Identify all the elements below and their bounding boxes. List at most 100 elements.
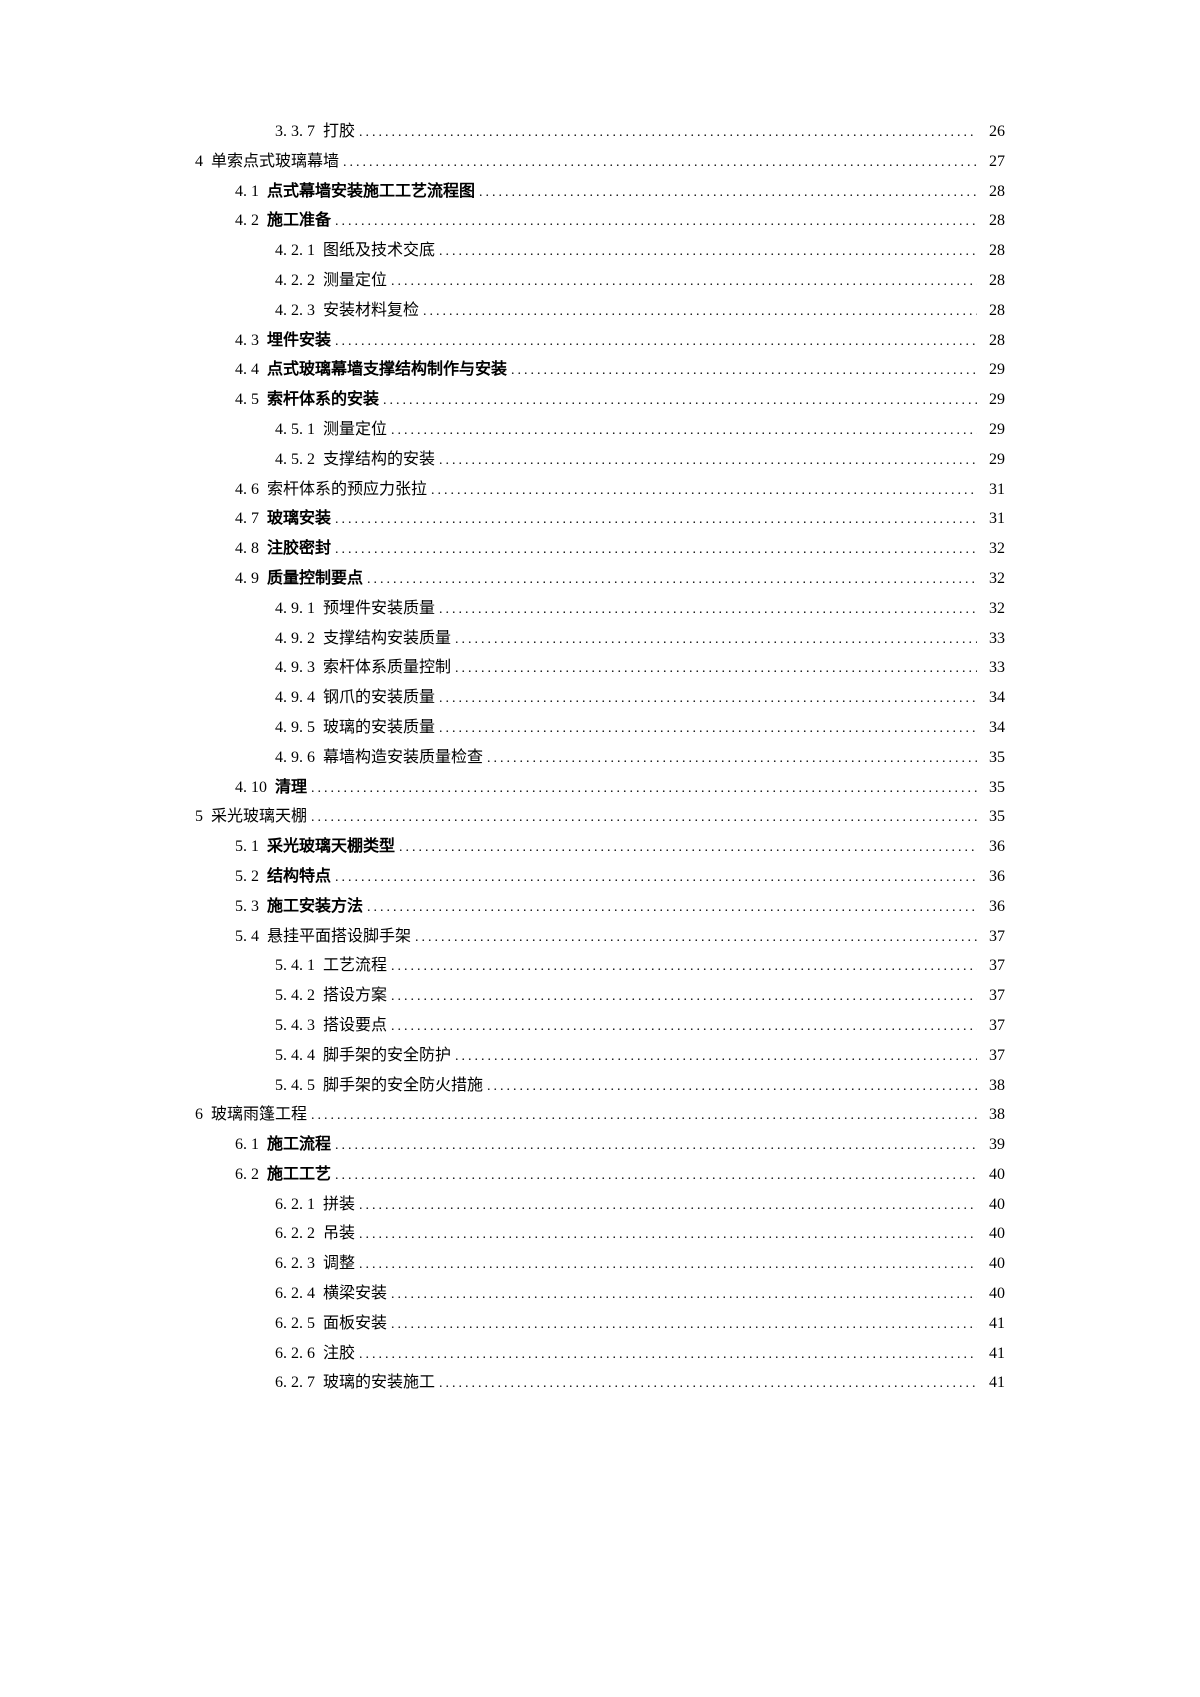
toc-title: 拼装 (323, 1193, 355, 1218)
toc-number: 5. 4. 4 (275, 1044, 315, 1069)
toc-entry: 4. 9质量控制要点..............................… (195, 567, 1005, 592)
toc-entry: 6. 1 施工流程................................… (195, 1133, 1005, 1158)
toc-dots: ........................................… (311, 778, 977, 800)
toc-dots: ........................................… (479, 182, 977, 204)
toc-dots: ........................................… (335, 211, 977, 233)
toc-title: 施工流程 (267, 1133, 331, 1158)
toc-dots: ........................................… (335, 1135, 977, 1157)
toc-number: 6. 2. 1 (275, 1193, 315, 1218)
toc-page: 28 (981, 239, 1005, 264)
toc-title: 幕墙构造安装质量检查 (323, 746, 483, 771)
toc-container: 3. 3. 7打胶...............................… (195, 120, 1005, 1396)
toc-number: 4. 3 (235, 329, 259, 354)
toc-dots: ........................................… (431, 480, 977, 502)
toc-title: 支撑结构安装质量 (323, 627, 451, 652)
toc-page: 37 (981, 925, 1005, 950)
toc-title: 点式幕墙安装施工工艺流程图 (267, 180, 475, 205)
toc-page: 41 (981, 1371, 1005, 1396)
toc-title: 脚手架的安全防护 (323, 1044, 451, 1069)
toc-title: 支撑结构的安装 (323, 448, 435, 473)
toc-title: 面板安装 (323, 1312, 387, 1337)
toc-page: 35 (981, 805, 1005, 830)
toc-dots: ........................................… (439, 718, 977, 740)
toc-title: 结构特点 (267, 865, 331, 890)
toc-number: 4. 9. 1 (275, 597, 315, 622)
toc-page: 41 (981, 1342, 1005, 1367)
toc-entry: 6玻璃雨篷工程.................................… (195, 1103, 1005, 1128)
toc-page: 40 (981, 1252, 1005, 1277)
toc-dots: ........................................… (415, 927, 977, 949)
toc-dots: ........................................… (359, 1195, 977, 1217)
toc-dots: ........................................… (391, 956, 977, 978)
toc-entry: 6. 2. 7玻璃的安装施工..........................… (195, 1371, 1005, 1396)
toc-entry: 6. 2. 2 吊装...............................… (195, 1222, 1005, 1247)
toc-dots: ........................................… (455, 1046, 977, 1068)
toc-number: 4. 10 (235, 776, 267, 801)
toc-entry: 4. 2施工准备................................… (195, 209, 1005, 234)
toc-number: 5. 4. 3 (275, 1014, 315, 1039)
toc-number: 4. 9. 4 (275, 686, 315, 711)
toc-title: 点式玻璃幕墙支撑结构制作与安装 (267, 358, 507, 383)
toc-entry: 4. 7玻璃安装................................… (195, 507, 1005, 532)
toc-page: 28 (981, 209, 1005, 234)
toc-dots: ........................................… (311, 1105, 977, 1127)
toc-entry: 5. 4. 2搭设方案.............................… (195, 984, 1005, 1009)
toc-title: 打胶 (323, 120, 355, 145)
toc-dots: ........................................… (399, 837, 977, 859)
toc-title: 质量控制要点 (267, 567, 363, 592)
toc-dots: ........................................… (423, 301, 977, 323)
toc-title: 玻璃的安装施工 (323, 1371, 435, 1396)
toc-number: 4. 2. 3 (275, 299, 315, 324)
toc-dots: ........................................… (335, 867, 977, 889)
toc-number: 6. 1 (235, 1133, 259, 1158)
toc-title: 玻璃的安装质量 (323, 716, 435, 741)
toc-number: 4. 5. 2 (275, 448, 315, 473)
toc-dots: ........................................… (335, 539, 977, 561)
toc-title: 吊装 (323, 1222, 355, 1247)
toc-dots: ........................................… (487, 1076, 977, 1098)
toc-entry: 4. 5. 1测量定位.............................… (195, 418, 1005, 443)
toc-dots: ........................................… (511, 360, 977, 382)
toc-dots: ........................................… (335, 1165, 977, 1187)
toc-title: 注胶密封 (267, 537, 331, 562)
toc-dots: ........................................… (359, 1344, 977, 1366)
toc-entry: 6. 2. 6注胶...............................… (195, 1342, 1005, 1367)
toc-number: 6. 2. 2 (275, 1222, 315, 1247)
toc-title: 采光玻璃天棚类型 (267, 835, 395, 860)
toc-page: 31 (981, 478, 1005, 503)
toc-entry: 4. 2. 2测量定位.............................… (195, 269, 1005, 294)
toc-number: 4. 4 (235, 358, 259, 383)
toc-entry: 4. 9. 3索杆体系质量控制.........................… (195, 656, 1005, 681)
toc-page: 37 (981, 1044, 1005, 1069)
toc-number: 5. 4 (235, 925, 259, 950)
toc-page: 37 (981, 984, 1005, 1009)
toc-entry: 4. 2. 3安装材料复检...........................… (195, 299, 1005, 324)
toc-page: 33 (981, 656, 1005, 681)
toc-title: 单索点式玻璃幕墙 (211, 150, 339, 175)
toc-page: 37 (981, 954, 1005, 979)
toc-number: 5 (195, 805, 203, 830)
toc-dots: ........................................… (391, 1314, 977, 1336)
toc-dots: ........................................… (367, 569, 977, 591)
toc-title: 搭设要点 (323, 1014, 387, 1039)
toc-number: 4. 9. 3 (275, 656, 315, 681)
toc-page: 35 (981, 746, 1005, 771)
toc-number: 4. 2. 2 (275, 269, 315, 294)
toc-page: 28 (981, 329, 1005, 354)
toc-page: 32 (981, 537, 1005, 562)
toc-page: 32 (981, 597, 1005, 622)
toc-entry: 4单索点式玻璃幕墙...............................… (195, 150, 1005, 175)
toc-entry: 6. 2. 4横梁安装.............................… (195, 1282, 1005, 1307)
toc-title: 图纸及技术交底 (323, 239, 435, 264)
toc-title: 索杆体系质量控制 (323, 656, 451, 681)
toc-page: 37 (981, 1014, 1005, 1039)
toc-dots: ........................................… (359, 1224, 977, 1246)
toc-title: 清理 (275, 776, 307, 801)
toc-title: 施工安装方法 (267, 895, 363, 920)
toc-number: 5. 4. 2 (275, 984, 315, 1009)
toc-entry: 4. 4 点式玻璃幕墙支撑结构制作与安装.....................… (195, 358, 1005, 383)
toc-number: 6 (195, 1103, 203, 1128)
toc-page: 40 (981, 1222, 1005, 1247)
toc-dots: ........................................… (391, 271, 977, 293)
toc-entry: 4. 1点式幕墙安装施工工艺流程图.......................… (195, 180, 1005, 205)
